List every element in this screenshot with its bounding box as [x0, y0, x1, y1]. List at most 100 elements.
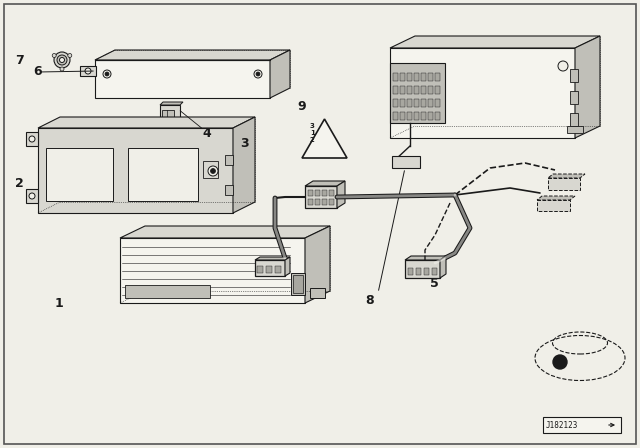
- Polygon shape: [390, 48, 575, 138]
- Circle shape: [103, 70, 111, 78]
- Polygon shape: [400, 112, 405, 120]
- Polygon shape: [266, 266, 272, 273]
- Text: 1: 1: [55, 297, 64, 310]
- Text: 3
1
2: 3 1 2: [310, 123, 315, 143]
- Circle shape: [68, 53, 72, 57]
- Polygon shape: [537, 196, 575, 200]
- Circle shape: [60, 57, 65, 63]
- Polygon shape: [337, 181, 345, 208]
- Circle shape: [211, 168, 216, 173]
- Circle shape: [57, 55, 67, 65]
- Circle shape: [254, 70, 262, 78]
- Polygon shape: [305, 186, 337, 208]
- Polygon shape: [322, 199, 327, 205]
- Circle shape: [52, 53, 56, 57]
- Circle shape: [256, 72, 260, 76]
- Polygon shape: [393, 86, 398, 94]
- Polygon shape: [203, 161, 218, 178]
- Polygon shape: [390, 63, 445, 123]
- Circle shape: [60, 67, 64, 71]
- Polygon shape: [120, 226, 330, 238]
- Circle shape: [85, 68, 91, 74]
- Polygon shape: [308, 190, 313, 196]
- FancyBboxPatch shape: [543, 417, 621, 433]
- Polygon shape: [270, 50, 290, 98]
- Polygon shape: [162, 110, 174, 120]
- Polygon shape: [435, 99, 440, 107]
- Polygon shape: [414, 112, 419, 120]
- Polygon shape: [400, 86, 405, 94]
- Polygon shape: [435, 73, 440, 81]
- Polygon shape: [329, 190, 334, 196]
- Polygon shape: [233, 117, 255, 213]
- Polygon shape: [435, 86, 440, 94]
- Polygon shape: [80, 66, 96, 76]
- Polygon shape: [407, 112, 412, 120]
- Text: 5: 5: [430, 276, 439, 289]
- Polygon shape: [421, 99, 426, 107]
- Polygon shape: [548, 178, 580, 190]
- Polygon shape: [416, 268, 421, 275]
- Polygon shape: [257, 266, 263, 273]
- Polygon shape: [255, 260, 285, 276]
- Circle shape: [208, 166, 218, 176]
- Polygon shape: [390, 36, 600, 48]
- Polygon shape: [421, 112, 426, 120]
- Polygon shape: [120, 238, 305, 303]
- Polygon shape: [400, 99, 405, 107]
- Polygon shape: [575, 36, 600, 138]
- Text: 3: 3: [240, 137, 248, 150]
- Polygon shape: [310, 288, 325, 298]
- Polygon shape: [305, 181, 345, 186]
- Polygon shape: [405, 260, 440, 278]
- Polygon shape: [407, 73, 412, 81]
- Polygon shape: [393, 73, 398, 81]
- Polygon shape: [428, 86, 433, 94]
- Polygon shape: [128, 148, 198, 201]
- Polygon shape: [95, 60, 270, 98]
- Polygon shape: [407, 86, 412, 94]
- Text: 8: 8: [365, 293, 374, 306]
- Polygon shape: [414, 99, 419, 107]
- Polygon shape: [160, 102, 183, 105]
- Polygon shape: [26, 132, 38, 146]
- Polygon shape: [567, 126, 583, 133]
- Polygon shape: [125, 285, 210, 298]
- Polygon shape: [405, 256, 446, 260]
- Polygon shape: [570, 69, 578, 82]
- Polygon shape: [421, 73, 426, 81]
- Polygon shape: [424, 268, 429, 275]
- Polygon shape: [570, 113, 578, 126]
- Polygon shape: [408, 268, 413, 275]
- Polygon shape: [570, 91, 578, 104]
- Text: J182123: J182123: [546, 421, 579, 430]
- Polygon shape: [393, 99, 398, 107]
- Text: 2: 2: [15, 177, 24, 190]
- Polygon shape: [26, 189, 38, 203]
- Polygon shape: [428, 99, 433, 107]
- Polygon shape: [291, 273, 305, 295]
- Polygon shape: [414, 86, 419, 94]
- Circle shape: [558, 61, 568, 71]
- Polygon shape: [428, 73, 433, 81]
- Circle shape: [54, 52, 70, 68]
- Polygon shape: [285, 257, 290, 276]
- Text: 9: 9: [297, 99, 306, 112]
- Text: 4: 4: [202, 126, 211, 139]
- Polygon shape: [160, 105, 180, 123]
- Text: 7: 7: [15, 53, 24, 66]
- Polygon shape: [305, 226, 330, 303]
- Polygon shape: [302, 119, 347, 158]
- Text: 6: 6: [33, 65, 42, 78]
- Polygon shape: [255, 257, 290, 260]
- Polygon shape: [38, 128, 233, 213]
- Circle shape: [29, 136, 35, 142]
- Polygon shape: [225, 185, 233, 195]
- Polygon shape: [393, 112, 398, 120]
- Polygon shape: [421, 86, 426, 94]
- Circle shape: [29, 193, 35, 199]
- Polygon shape: [537, 200, 570, 211]
- Polygon shape: [315, 190, 320, 196]
- Polygon shape: [428, 112, 433, 120]
- Polygon shape: [392, 156, 420, 168]
